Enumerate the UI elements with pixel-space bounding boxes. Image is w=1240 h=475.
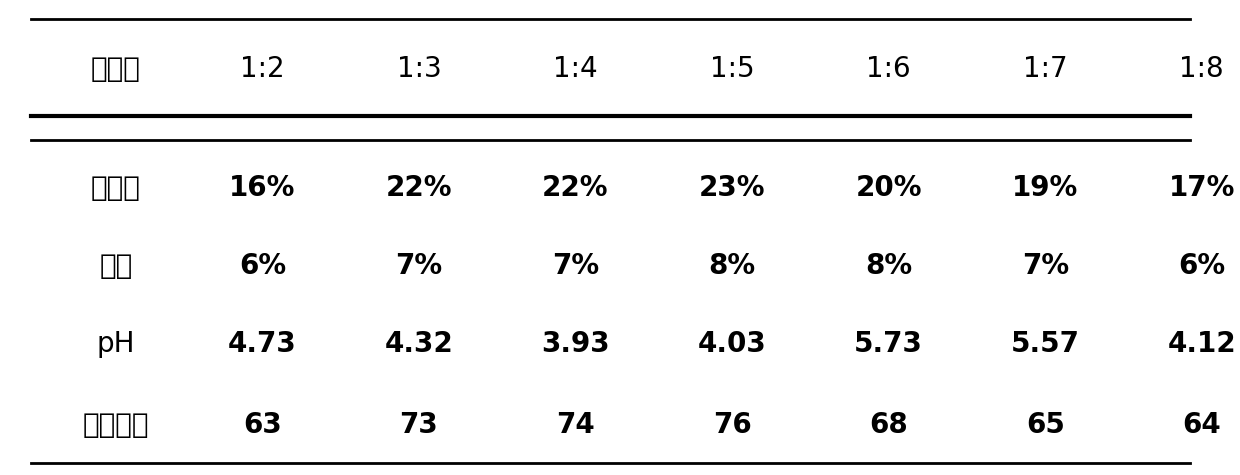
Text: 19%: 19% [1012, 174, 1079, 201]
Text: 63: 63 [243, 411, 281, 439]
Text: 74: 74 [556, 411, 595, 439]
Text: 5.57: 5.57 [1011, 331, 1080, 358]
Text: 料水比: 料水比 [91, 55, 141, 83]
Text: 8%: 8% [866, 252, 913, 280]
Text: 1:6: 1:6 [867, 55, 911, 83]
Text: 6%: 6% [1178, 252, 1225, 280]
Text: 22%: 22% [386, 174, 453, 201]
Text: 76: 76 [713, 411, 751, 439]
Text: 20%: 20% [856, 174, 921, 201]
Text: 73: 73 [399, 411, 438, 439]
Text: 6%: 6% [239, 252, 286, 280]
Text: 17%: 17% [1168, 174, 1235, 201]
Text: 1:5: 1:5 [709, 55, 754, 83]
Text: 糖度: 糖度 [99, 252, 133, 280]
Text: 4.12: 4.12 [1168, 331, 1236, 358]
Text: 64: 64 [1183, 411, 1221, 439]
Text: 5.73: 5.73 [854, 331, 923, 358]
Text: 7%: 7% [396, 252, 443, 280]
Text: 1:8: 1:8 [1179, 55, 1224, 83]
Text: 22%: 22% [542, 174, 609, 201]
Text: 4.32: 4.32 [384, 331, 454, 358]
Text: 8%: 8% [708, 252, 755, 280]
Text: 68: 68 [869, 411, 908, 439]
Text: 7%: 7% [552, 252, 599, 280]
Text: 1:3: 1:3 [397, 55, 441, 83]
Text: 酒精度: 酒精度 [91, 174, 141, 201]
Text: 感官评分: 感官评分 [83, 411, 149, 439]
Text: 1:7: 1:7 [1023, 55, 1068, 83]
Text: pH: pH [97, 331, 135, 358]
Text: 1:2: 1:2 [241, 55, 285, 83]
Text: 23%: 23% [699, 174, 765, 201]
Text: 7%: 7% [1022, 252, 1069, 280]
Text: 4.03: 4.03 [698, 331, 766, 358]
Text: 3.93: 3.93 [541, 331, 610, 358]
Text: 1:4: 1:4 [553, 55, 598, 83]
Text: 16%: 16% [229, 174, 295, 201]
Text: 4.73: 4.73 [228, 331, 296, 358]
Text: 65: 65 [1025, 411, 1065, 439]
